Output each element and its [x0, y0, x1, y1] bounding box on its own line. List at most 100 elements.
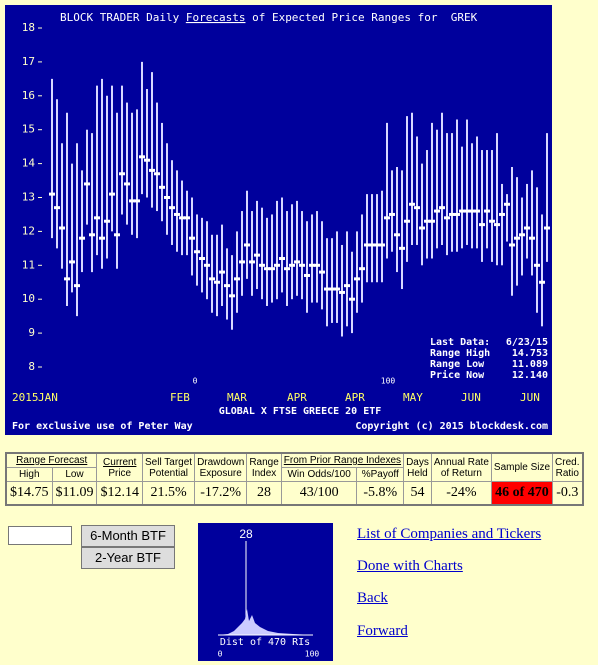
- column-header: Days Held: [403, 452, 432, 482]
- cell: 54: [403, 481, 432, 506]
- price-mark: [404, 219, 410, 223]
- x-tick-label: APR: [345, 391, 365, 404]
- column-header: Win Odds/100: [280, 467, 358, 482]
- y-tick-label: 16: [22, 89, 35, 102]
- link[interactable]: Back: [357, 590, 388, 606]
- price-mark: [129, 199, 135, 203]
- last-data-label: Price Now: [430, 369, 485, 381]
- link[interactable]: List of Companies and Tickers: [357, 526, 542, 542]
- column-header: Range Index: [246, 452, 282, 482]
- cell: -0.3: [552, 481, 583, 506]
- price-mark: [224, 284, 230, 288]
- header-text: Range: [249, 456, 279, 468]
- price-mark: [154, 172, 160, 176]
- x-tick-label: MAY: [403, 391, 423, 404]
- header-text: High: [18, 469, 40, 480]
- price-mark: [379, 243, 385, 247]
- price-mark: [434, 209, 440, 213]
- histogram-axis-label: 100: [305, 650, 320, 659]
- price-mark: [64, 277, 70, 281]
- price-mark: [99, 236, 105, 240]
- price-mark: [439, 206, 445, 210]
- x-tick-label: 2015: [12, 391, 39, 404]
- price-mark: [139, 155, 145, 159]
- price-mark: [364, 243, 370, 247]
- last-data-label: Last Data:: [430, 337, 490, 348]
- button[interactable]: 2-Year BTF: [81, 547, 175, 569]
- column-header: Cred. Ratio: [552, 452, 583, 482]
- x-tick-label: MAR: [227, 391, 247, 404]
- price-mark: [229, 294, 235, 298]
- price-mark: [474, 209, 480, 213]
- price-mark: [349, 297, 355, 301]
- price-mark: [359, 267, 365, 271]
- price-mark: [504, 202, 510, 206]
- column-header: Annual Rate of Return: [430, 452, 492, 482]
- price-mark: [314, 263, 320, 267]
- price-mark: [509, 243, 515, 247]
- price-mark: [514, 236, 520, 240]
- column-header: Current Price: [96, 452, 143, 482]
- price-mark: [449, 212, 455, 216]
- price-mark: [259, 263, 265, 267]
- price-mark: [324, 287, 330, 291]
- price-mark: [244, 243, 250, 247]
- price-mark: [289, 263, 295, 267]
- button[interactable]: 6-Month BTF: [81, 525, 175, 547]
- price-mark: [264, 267, 270, 271]
- price-mark: [479, 223, 485, 227]
- histogram-axis-label: 0: [218, 650, 223, 659]
- y-tick-label: 15: [22, 123, 35, 136]
- stats-table: Range Forecast Current Price Sell Target Pot…: [5, 452, 584, 506]
- header-text: Win Odds/100: [287, 469, 351, 480]
- price-mark: [164, 196, 170, 199]
- header-text: Annual Rate: [433, 456, 489, 468]
- x-marker: 0: [193, 377, 198, 386]
- price-mark: [59, 226, 65, 230]
- price-mark: [519, 233, 525, 237]
- header-text: of Return: [440, 467, 482, 479]
- y-tick-label: 10: [22, 292, 35, 305]
- price-mark: [284, 267, 290, 271]
- y-tick-label: 9: [28, 326, 35, 339]
- price-mark: [69, 260, 75, 264]
- cell: 28: [246, 481, 282, 506]
- link[interactable]: Forward: [357, 623, 408, 639]
- price-mark: [89, 233, 95, 237]
- price-mark: [419, 226, 425, 230]
- price-mark: [179, 216, 185, 220]
- price-mark: [94, 216, 100, 220]
- price-mark: [389, 212, 395, 216]
- price-mark: [124, 182, 130, 186]
- price-mark: [424, 219, 430, 223]
- header-text: Current: [103, 456, 137, 468]
- y-tick-label: 8: [28, 360, 35, 373]
- price-mark: [234, 277, 240, 281]
- price-mark: [494, 223, 500, 227]
- header-text: Drawdown: [197, 456, 245, 468]
- histogram-caption: Dist of 470 RIs: [220, 637, 310, 648]
- cell: -24%: [430, 481, 492, 506]
- header-text: Low: [65, 469, 84, 480]
- last-data-label: Range Low: [430, 359, 485, 370]
- price-mark: [469, 209, 475, 213]
- y-tick-label: 17: [22, 55, 35, 68]
- price-mark: [304, 273, 310, 277]
- group-header: From Prior Range Indexes: [280, 452, 405, 468]
- group-header: Range Forecast: [5, 452, 98, 468]
- cell: -17.2%: [194, 481, 248, 506]
- price-mark: [374, 243, 380, 247]
- last-data-value: 11.089: [512, 359, 548, 370]
- price-mark: [524, 226, 530, 230]
- header-text: Sell Target: [144, 456, 193, 468]
- text-input[interactable]: [8, 526, 72, 545]
- price-mark: [134, 199, 140, 203]
- price-mark: [184, 216, 190, 220]
- price-mark: [114, 233, 120, 237]
- price-mark: [464, 209, 470, 213]
- y-tick-label: 13: [22, 191, 35, 204]
- y-tick-label: 14: [22, 157, 36, 170]
- histogram-background: [198, 523, 333, 661]
- link[interactable]: Done with Charts: [357, 558, 463, 574]
- histogram: 28 Dist of 470 RIs 0 100: [198, 523, 333, 661]
